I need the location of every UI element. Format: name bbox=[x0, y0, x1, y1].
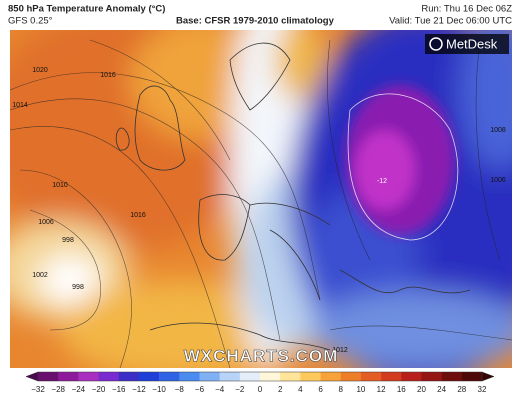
isobar-label: 1002 bbox=[32, 272, 48, 279]
colorbar-label: 20 bbox=[417, 385, 426, 394]
logo-icon bbox=[429, 37, 443, 51]
colorbar-segment bbox=[300, 372, 321, 381]
colorbar-segment bbox=[159, 372, 180, 381]
colorbar-label: −8 bbox=[175, 385, 185, 394]
colorbar-segment bbox=[280, 372, 301, 381]
colorbar-segment bbox=[461, 372, 483, 381]
colorbar-label: 28 bbox=[457, 385, 466, 394]
colorbar-label: 16 bbox=[397, 385, 406, 394]
colorbar-segment bbox=[98, 372, 120, 381]
colorbar-label: 6 bbox=[318, 385, 323, 394]
watermark: WXCHARTS.COM bbox=[184, 346, 339, 365]
colorbar-segment bbox=[421, 372, 442, 381]
coastlines bbox=[115, 42, 471, 351]
logo-box bbox=[425, 34, 509, 54]
colorbar-end bbox=[481, 371, 495, 382]
colorbar-segment bbox=[179, 372, 200, 381]
isobar-label: 1020 bbox=[32, 67, 48, 74]
isobar-label: 1006 bbox=[490, 177, 506, 184]
colorbar-label: −20 bbox=[92, 385, 106, 394]
colorbar-label: 10 bbox=[356, 385, 365, 394]
colorbar-segment bbox=[118, 372, 140, 381]
colorbar-segment bbox=[401, 372, 422, 381]
isobar-labels: 1020 1016 1014 1010 1006 1002 998 998 1016 -12 100… bbox=[12, 67, 506, 354]
colorbar-label: −24 bbox=[72, 385, 86, 394]
map-field bbox=[10, 30, 512, 368]
isobar-label: 998 bbox=[62, 237, 74, 244]
isobar-label: 1014 bbox=[12, 102, 28, 109]
base: Base: CFSR 1979-2010 climatology bbox=[176, 16, 335, 27]
isobar-label: 998 bbox=[72, 284, 84, 291]
isobar-label: 1016 bbox=[100, 72, 116, 79]
colorbar-label: 32 bbox=[478, 385, 487, 394]
colorbar-label: −28 bbox=[51, 385, 65, 394]
colorbar-label: 0 bbox=[258, 385, 263, 394]
run: Run: Thu 16 Dec 06Z bbox=[421, 4, 512, 15]
colorbar-segment bbox=[320, 372, 342, 381]
colorbar-label: −32 bbox=[31, 385, 45, 394]
colorbar-label: 4 bbox=[298, 385, 303, 394]
colorbar: −32 −28 −24 −20 −16 −12 −10 −8 −6 −4 −2 0 2 4 6 8 10 12 16… bbox=[25, 371, 495, 394]
title: 850 hPa Temperature Anomaly (°C) bbox=[8, 4, 165, 15]
colorbar-segment bbox=[38, 372, 59, 381]
colorbar-end bbox=[25, 371, 39, 382]
isobar-label: 1012 bbox=[332, 347, 348, 354]
isobar-label: 1006 bbox=[38, 219, 54, 226]
colorbar-label: −12 bbox=[132, 385, 146, 394]
isobar-label: -12 bbox=[377, 178, 387, 185]
colorbar-label: −6 bbox=[195, 385, 205, 394]
colorbar-label: 12 bbox=[377, 385, 386, 394]
colorbar-segment bbox=[340, 372, 362, 381]
isobars bbox=[10, 39, 512, 368]
colorbar-label: −4 bbox=[215, 385, 225, 394]
colorbar-label: −16 bbox=[112, 385, 126, 394]
logo: MetDesk bbox=[446, 36, 498, 51]
colorbar-segment bbox=[260, 372, 281, 381]
colorbar-segment bbox=[219, 372, 241, 381]
colorbar-segment bbox=[239, 372, 261, 381]
colorbar-segment bbox=[78, 372, 99, 381]
colorbar-label: 2 bbox=[278, 385, 283, 394]
colorbar-label: 8 bbox=[339, 385, 344, 394]
valid: Valid: Tue 21 Dec 06:00 UTC bbox=[389, 16, 512, 27]
colorbar-segment bbox=[58, 372, 79, 381]
colorbar-frame bbox=[37, 371, 483, 382]
isobar-label: 1010 bbox=[52, 182, 68, 189]
colorbar-label: −10 bbox=[152, 385, 166, 394]
colorbar-segment bbox=[381, 372, 402, 381]
colorbar-label: 24 bbox=[437, 385, 446, 394]
colorbar-segment bbox=[138, 372, 160, 381]
colorbar-segment bbox=[360, 372, 382, 381]
isobar-label: 1016 bbox=[130, 212, 146, 219]
colorbar-segment bbox=[441, 372, 463, 381]
model: GFS 0.25° bbox=[8, 16, 53, 27]
colorbar-label: −2 bbox=[235, 385, 245, 394]
colorbar-segment bbox=[199, 372, 220, 381]
isobar-label: 1008 bbox=[490, 127, 506, 134]
